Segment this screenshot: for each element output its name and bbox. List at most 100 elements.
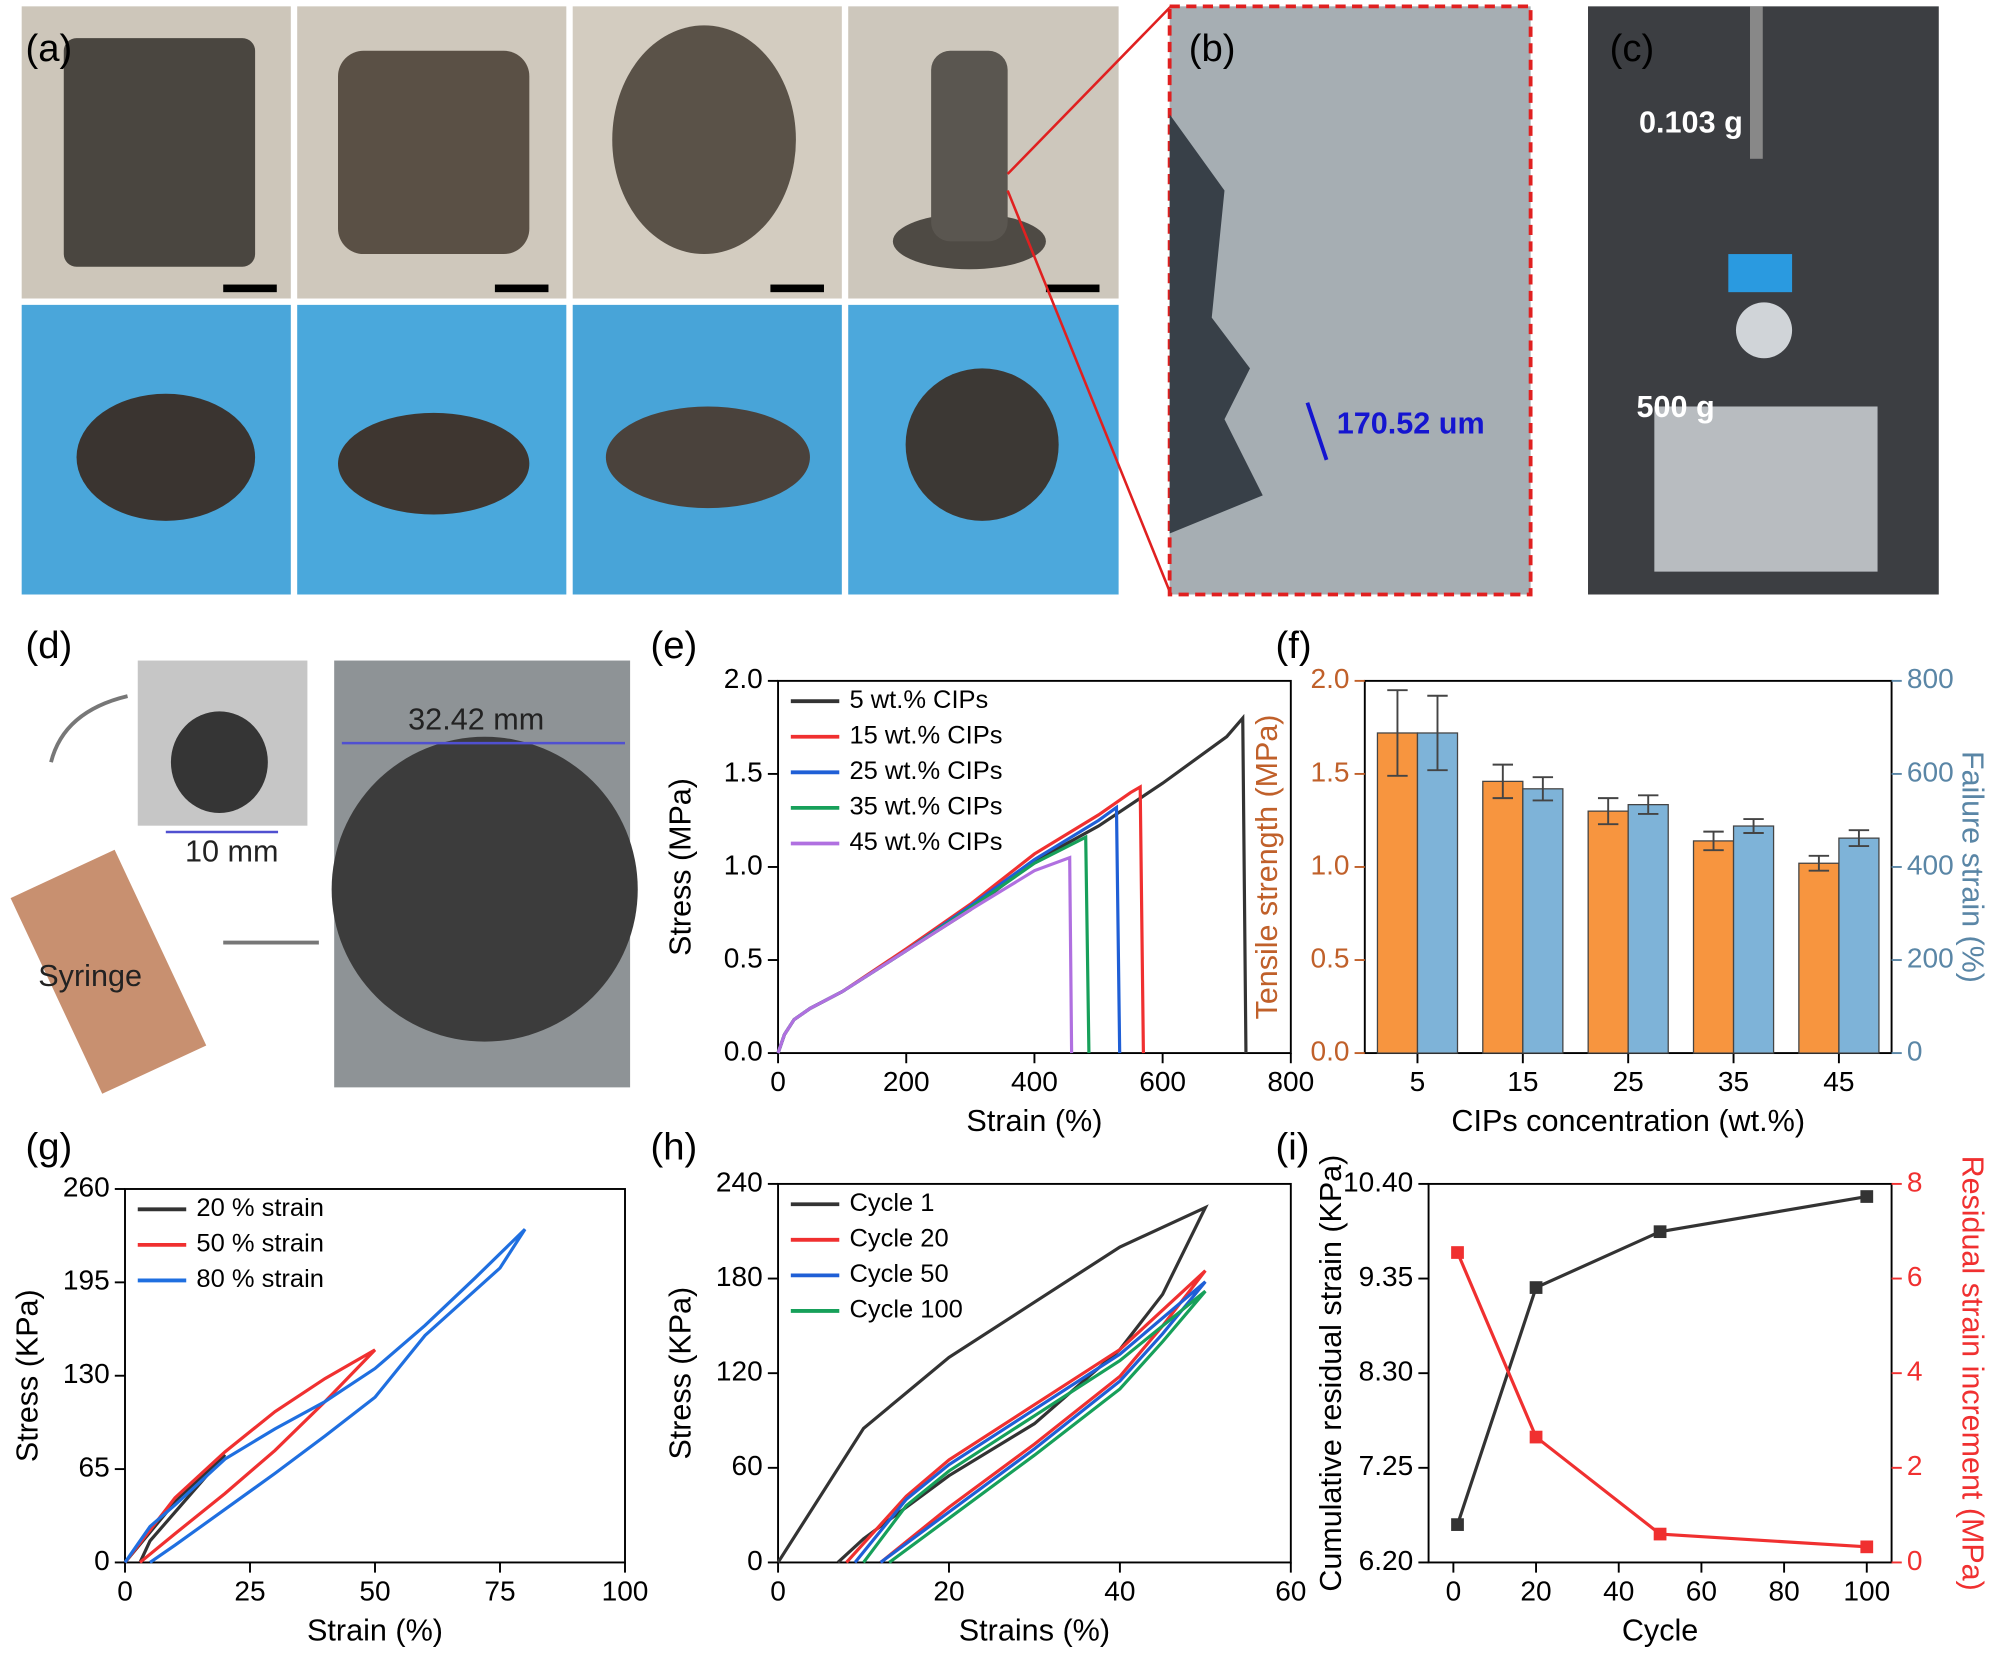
panel-label: (f) bbox=[1276, 624, 1312, 667]
annotation: Syringe bbox=[38, 959, 142, 993]
clip bbox=[1728, 254, 1793, 293]
tick-label: 8 bbox=[1907, 1166, 1923, 1197]
tick-label: 4 bbox=[1907, 1356, 1923, 1387]
legend-label: 35 wt.% CIPs bbox=[849, 793, 1002, 821]
bar bbox=[1798, 862, 1840, 1054]
panel-label: (e) bbox=[651, 624, 698, 667]
error-bar bbox=[1848, 829, 1870, 847]
tick-label: 195 bbox=[63, 1265, 110, 1296]
x-tick-label: 100 bbox=[1843, 1575, 1890, 1606]
series-line bbox=[845, 1269, 1207, 1564]
panel-label: (h) bbox=[651, 1126, 698, 1169]
scale-bar bbox=[770, 284, 824, 293]
bar bbox=[1376, 732, 1419, 1054]
annotation: 170.52 um bbox=[1337, 407, 1485, 441]
tick-label: 65 bbox=[78, 1452, 109, 1483]
tick-label: 2.0 bbox=[724, 663, 763, 694]
x-axis-label: Strain (%) bbox=[966, 1104, 1102, 1138]
tick-label: 600 bbox=[1907, 756, 1954, 787]
tick-label: 0.0 bbox=[724, 1035, 763, 1066]
x-tick-label: 400 bbox=[1011, 1066, 1058, 1097]
tick-label: 120 bbox=[716, 1356, 763, 1387]
x-tick-label: 25 bbox=[1613, 1066, 1644, 1097]
error-bar bbox=[1532, 776, 1554, 802]
object bbox=[905, 368, 1059, 521]
scale-bar bbox=[494, 284, 549, 293]
y2-axis-label: Residual strain increment (MPa) bbox=[1956, 1156, 1990, 1591]
scale-bar bbox=[1045, 284, 1100, 293]
y-axis-label: Cumulative residual strain (KPa) bbox=[1314, 1155, 1348, 1592]
error-bar bbox=[1427, 694, 1448, 772]
series-line bbox=[123, 1228, 527, 1564]
panel-label: (b) bbox=[1189, 27, 1236, 70]
x-tick-label: 0 bbox=[770, 1066, 786, 1097]
y2-axis-label: Failure strain (%) bbox=[1956, 751, 1990, 983]
arrow bbox=[49, 694, 128, 763]
marker bbox=[1529, 1430, 1543, 1444]
legend-label: 45 wt.% CIPs bbox=[849, 828, 1002, 856]
annotation: 500 g bbox=[1636, 390, 1714, 424]
x-tick-label: 200 bbox=[883, 1066, 930, 1097]
y-axis-label: Stress (MPa) bbox=[663, 778, 697, 956]
legend-label: 80 % strain bbox=[196, 1265, 324, 1293]
annotation: 10 mm bbox=[185, 835, 279, 869]
x-tick-label: 40 bbox=[1603, 1575, 1634, 1606]
x-tick-label: 60 bbox=[1275, 1575, 1306, 1606]
bar bbox=[1587, 810, 1629, 1054]
tick-label: 60 bbox=[732, 1450, 763, 1481]
series-line bbox=[776, 1204, 1209, 1564]
tick-label: 9.35 bbox=[1359, 1261, 1414, 1292]
marker bbox=[1653, 1225, 1667, 1239]
panel-label: (c) bbox=[1610, 27, 1655, 70]
object bbox=[1654, 406, 1878, 572]
object bbox=[331, 736, 638, 1042]
panel-label: (d) bbox=[26, 624, 73, 667]
x-tick-label: 5 bbox=[1410, 1066, 1426, 1097]
marker bbox=[1529, 1281, 1543, 1294]
x-tick-label: 600 bbox=[1139, 1066, 1186, 1097]
tick-label: 0.5 bbox=[1310, 942, 1349, 973]
tick-label: 0 bbox=[1907, 1035, 1923, 1066]
x-tick-label: 100 bbox=[602, 1575, 649, 1606]
tick-label: 0 bbox=[747, 1545, 763, 1576]
y-axis-label: Stress (KPa) bbox=[663, 1287, 697, 1460]
x-axis-label: Cycle bbox=[1622, 1613, 1699, 1647]
tweezer bbox=[1750, 6, 1763, 159]
tick-label: 400 bbox=[1907, 849, 1954, 880]
scale-bar bbox=[223, 284, 277, 293]
error-bar bbox=[1387, 689, 1408, 777]
tick-label: 1.5 bbox=[724, 756, 763, 787]
legend-label: Cycle 1 bbox=[849, 1189, 934, 1217]
tick-label: 7.25 bbox=[1359, 1450, 1414, 1481]
object bbox=[1169, 114, 1263, 534]
x-tick-label: 80 bbox=[1768, 1575, 1799, 1606]
bar bbox=[1838, 837, 1880, 1054]
marker bbox=[1451, 1518, 1464, 1531]
legend-label: 50 % strain bbox=[196, 1230, 324, 1258]
object bbox=[612, 25, 796, 255]
series-line bbox=[1455, 1194, 1868, 1526]
object bbox=[338, 50, 530, 255]
tick-label: 0 bbox=[1907, 1545, 1923, 1576]
x-tick-label: 40 bbox=[1104, 1575, 1135, 1606]
x-axis-label: Strain (%) bbox=[307, 1613, 443, 1647]
tick-label: 1.0 bbox=[724, 849, 763, 880]
object bbox=[605, 406, 810, 509]
tick-label: 6.20 bbox=[1359, 1545, 1414, 1576]
error-bar bbox=[1492, 763, 1514, 800]
error-bar bbox=[1703, 830, 1724, 852]
x-axis-label: CIPs concentration (wt.%) bbox=[1451, 1104, 1805, 1138]
marker bbox=[1860, 1540, 1874, 1554]
error-bar bbox=[1597, 797, 1619, 826]
bar bbox=[1522, 788, 1564, 1054]
tick-label: 0.5 bbox=[724, 942, 763, 973]
annotation: 0.103 g bbox=[1639, 106, 1743, 140]
error-bar bbox=[1637, 794, 1659, 815]
photos: (a) (b) (c) (d) 170.52 um 0.103 g 500 g … bbox=[10, 4, 1939, 1094]
tick-label: 0.0 bbox=[1310, 1035, 1349, 1066]
series-line bbox=[1456, 1251, 1867, 1549]
x-tick-label: 50 bbox=[359, 1575, 390, 1606]
marker bbox=[1860, 1190, 1874, 1203]
